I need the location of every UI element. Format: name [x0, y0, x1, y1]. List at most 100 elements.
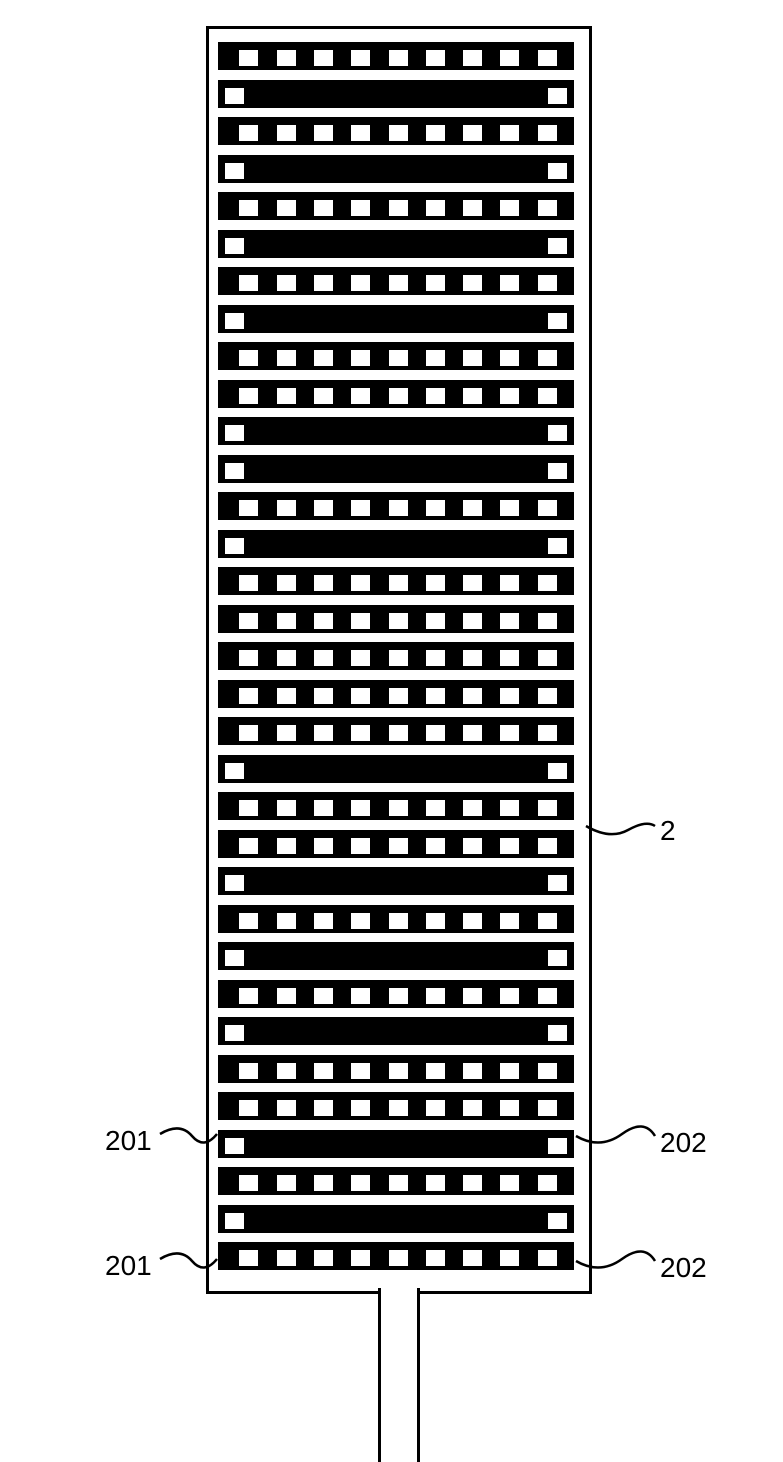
row-bar	[218, 80, 574, 108]
cell	[499, 49, 520, 67]
cell	[462, 49, 483, 67]
cell	[499, 1062, 520, 1080]
end-pad-right	[547, 1137, 568, 1155]
cell	[499, 1174, 520, 1192]
cell	[388, 724, 409, 742]
row-bar	[218, 1205, 574, 1233]
cell	[350, 124, 371, 142]
cell	[238, 499, 259, 517]
cell	[313, 799, 334, 817]
cell	[276, 124, 297, 142]
cell	[238, 199, 259, 217]
end-pad-right	[547, 312, 568, 330]
cell	[388, 799, 409, 817]
end-pad-right	[547, 424, 568, 442]
cell	[425, 837, 446, 855]
end-pad-right	[547, 162, 568, 180]
cell	[388, 274, 409, 292]
cell	[462, 1174, 483, 1192]
cell	[425, 1099, 446, 1117]
row-dotted	[218, 492, 574, 520]
cell	[313, 49, 334, 67]
cell	[238, 1099, 259, 1117]
row-dotted	[218, 380, 574, 408]
cell	[276, 799, 297, 817]
cell	[425, 987, 446, 1005]
cell	[276, 49, 297, 67]
row-dotted	[218, 267, 574, 295]
cell	[313, 387, 334, 405]
pole	[378, 1288, 420, 1462]
cell	[499, 649, 520, 667]
callout-label: 201	[105, 1250, 152, 1282]
cell	[462, 687, 483, 705]
cell	[537, 912, 558, 930]
end-pad-left	[224, 312, 245, 330]
cell	[462, 1249, 483, 1267]
cell	[537, 349, 558, 367]
cell	[313, 649, 334, 667]
cell	[238, 649, 259, 667]
cell	[499, 574, 520, 592]
cell	[462, 124, 483, 142]
cell	[313, 724, 334, 742]
cell	[276, 687, 297, 705]
cell	[238, 799, 259, 817]
cell	[313, 612, 334, 630]
row-bar	[218, 305, 574, 333]
cell	[276, 724, 297, 742]
cell	[350, 49, 371, 67]
cell	[276, 987, 297, 1005]
cell	[537, 574, 558, 592]
cell	[537, 1099, 558, 1117]
cell	[350, 1062, 371, 1080]
cell	[313, 349, 334, 367]
cell	[276, 349, 297, 367]
cell	[499, 687, 520, 705]
end-pad-right	[547, 237, 568, 255]
cell	[388, 837, 409, 855]
cell	[388, 574, 409, 592]
cell	[462, 574, 483, 592]
cell	[350, 612, 371, 630]
row-dotted	[218, 1242, 574, 1270]
end-pad-left	[224, 1212, 245, 1230]
end-pad-left	[224, 537, 245, 555]
row-dotted	[218, 1167, 574, 1195]
cell	[238, 987, 259, 1005]
cell	[350, 499, 371, 517]
end-pad-right	[547, 462, 568, 480]
cell	[537, 49, 558, 67]
cell	[276, 837, 297, 855]
cell	[425, 499, 446, 517]
cell	[313, 124, 334, 142]
cell	[313, 1174, 334, 1192]
cell	[499, 799, 520, 817]
cell	[425, 612, 446, 630]
cell	[425, 1062, 446, 1080]
cell	[537, 612, 558, 630]
cell	[462, 1099, 483, 1117]
cell	[313, 499, 334, 517]
cell	[350, 987, 371, 1005]
cell	[425, 349, 446, 367]
cell	[462, 274, 483, 292]
cell	[313, 1062, 334, 1080]
row-dotted	[218, 1055, 574, 1083]
end-pad-left	[224, 237, 245, 255]
cell	[276, 274, 297, 292]
callout-label: 201	[105, 1125, 152, 1157]
row-dotted	[218, 342, 574, 370]
cell	[238, 124, 259, 142]
cell	[499, 499, 520, 517]
cell	[425, 687, 446, 705]
cell	[425, 1174, 446, 1192]
cell	[276, 199, 297, 217]
cell	[388, 987, 409, 1005]
cell	[388, 49, 409, 67]
cell	[425, 199, 446, 217]
row-bar	[218, 417, 574, 445]
cell	[425, 387, 446, 405]
cell	[313, 912, 334, 930]
cell	[537, 124, 558, 142]
